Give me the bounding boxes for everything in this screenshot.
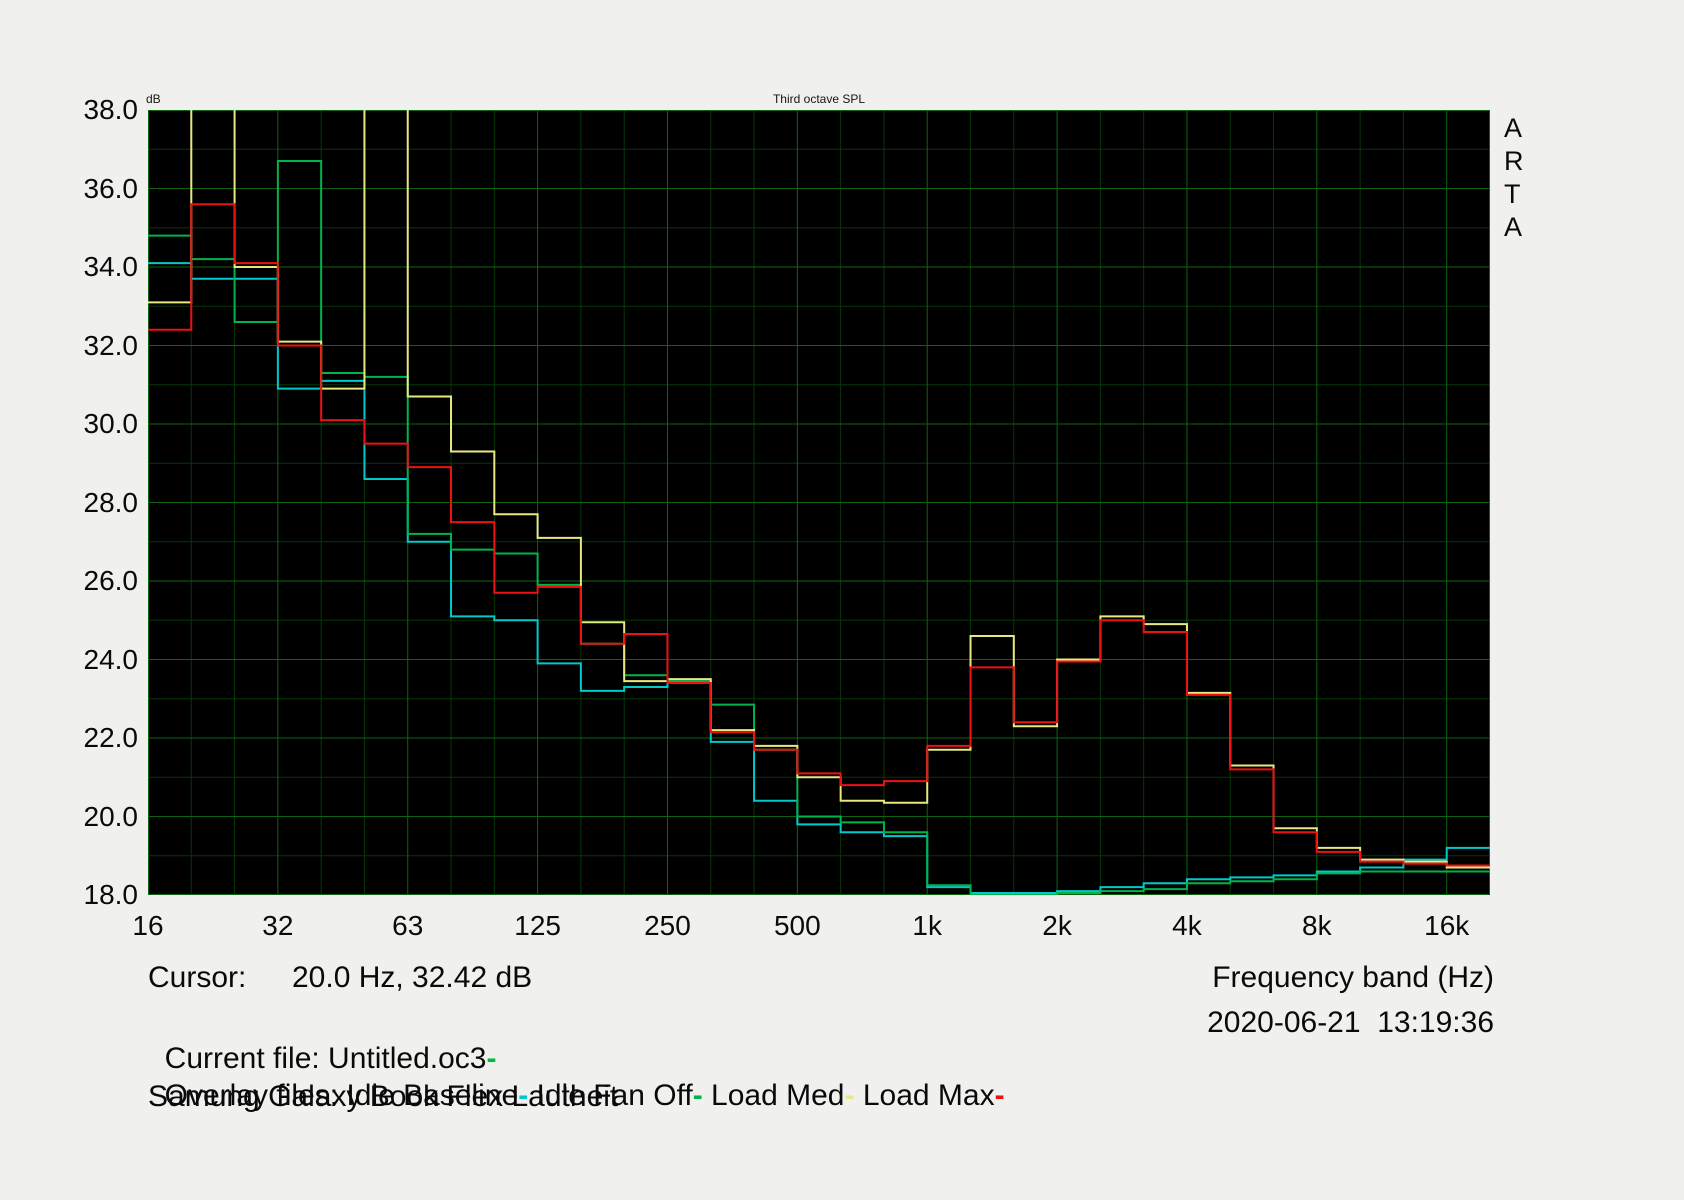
device-note: Samung Galaxy Book Flex Lautheit	[148, 1080, 619, 1113]
overlay-file-name: Load Max	[854, 1079, 995, 1112]
cursor-readout: 20.0 Hz, 32.42 dB	[292, 961, 533, 994]
x-tick-label: 500	[773, 910, 821, 941]
y-tick-label: 22.0	[83, 722, 139, 753]
y-tick-label: 30.0	[83, 408, 139, 439]
chart-title: Third octave SPL	[772, 92, 866, 106]
x-tick-label: 63	[392, 910, 424, 941]
y-unit-label: dB	[146, 92, 161, 106]
y-tick-label: 38.0	[83, 94, 139, 125]
overlay-file-name: Idle Fan Off	[528, 1079, 693, 1112]
x-tick-label: 4k	[1172, 910, 1202, 941]
y-tick-label: 34.0	[83, 251, 139, 282]
current-file-dash: -	[486, 1042, 497, 1075]
x-tick-label: 1k	[912, 910, 942, 941]
x-tick-label: 125	[514, 910, 561, 941]
y-tick-label: 18.0	[83, 879, 139, 910]
y-tick-label: 28.0	[83, 486, 139, 518]
current-file-line: Current file: Untitled.oc3-	[148, 1005, 497, 1077]
x-tick-label: 32	[262, 910, 294, 941]
datetime-label: 2020-06-21 13:19:36	[1207, 1006, 1494, 1039]
x-tick-label: 16k	[1424, 910, 1470, 941]
x-tick-label: 16	[132, 910, 164, 941]
x-tick-label: 2k	[1042, 910, 1072, 941]
x-tick-label: 8k	[1302, 910, 1332, 941]
overlay-file-dash: -	[994, 1079, 1005, 1112]
y-tick-label: 20.0	[83, 800, 139, 832]
overlay-file-dash: -	[692, 1079, 703, 1112]
y-tick-label: 36.0	[83, 172, 139, 204]
overlay-file-name: Idle Baseline	[338, 1079, 519, 1112]
cursor-label: Cursor:	[148, 961, 247, 994]
x-axis-title: Frequency band (Hz)	[1212, 961, 1494, 994]
current-file-label: Current file: Untitled.oc3	[164, 1042, 487, 1075]
x-tick-label: 250	[644, 910, 691, 941]
overlay-files-label: Overlay files:	[164, 1079, 339, 1112]
plot-area[interactable]	[147, 109, 1491, 896]
y-tick-label: 26.0	[83, 565, 139, 596]
arta-logo: A R T A	[1504, 113, 1524, 242]
overlay-files-line: Overlay files: Idle Baseline- Idle Fan O…	[148, 1042, 1005, 1114]
overlay-file-dash: -	[844, 1079, 855, 1112]
y-tick-label: 32.0	[83, 329, 139, 361]
spl-chart-svg	[147, 109, 1491, 896]
y-tick-label: 24.0	[83, 643, 139, 675]
overlay-file-dash: -	[518, 1079, 529, 1112]
overlay-legend: Idle Baseline- Idle Fan Off- Load Med- L…	[338, 1079, 1005, 1112]
overlay-file-name: Load Med	[702, 1079, 845, 1112]
